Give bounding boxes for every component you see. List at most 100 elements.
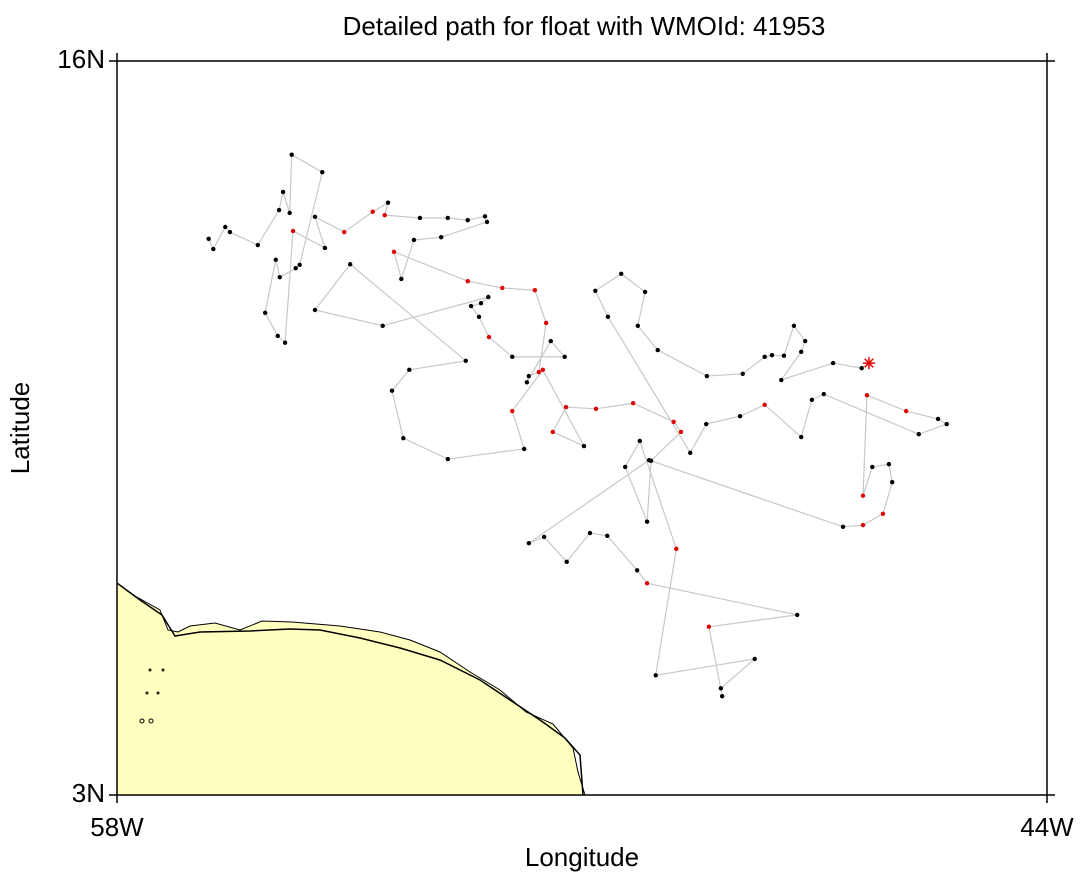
float-position [297,262,302,268]
float-position [864,393,870,398]
float-position [779,377,784,383]
float-position [740,371,745,376]
float-position [548,338,553,344]
float-position [903,408,909,414]
plot-frame [116,60,1048,796]
float-position [293,266,298,271]
float-position [704,373,710,379]
float-position [486,334,492,340]
coastline [116,582,584,796]
float-position [290,228,296,234]
float-position [522,446,527,452]
float-position [536,369,542,375]
float-position [347,262,353,267]
float-position [255,242,261,248]
float-position [486,294,491,300]
float-position [916,432,921,437]
float-position [206,236,211,242]
float-position [622,464,628,470]
float-position [411,237,417,243]
float-position [370,209,375,214]
float-position [564,559,569,565]
float-position [593,406,599,412]
float-position [587,530,593,536]
float-position [227,229,233,235]
float-position [809,397,815,402]
x-tick-label: 58W [90,812,144,842]
float-position [526,373,532,379]
float-position [463,358,468,364]
float-position [803,338,808,344]
float-position [476,314,482,319]
float-position [312,214,318,220]
float-position [935,416,941,422]
float-position [644,519,650,524]
island [156,691,160,695]
float-position [478,301,484,306]
float-position [860,493,866,498]
float-position [886,461,892,467]
float-position [769,352,775,358]
float-position [795,612,800,618]
float-position [635,323,640,329]
float-position [407,367,412,373]
y-axis-label: Latitude [5,382,35,475]
float-position [859,365,864,371]
float-position [762,354,767,360]
island [148,718,154,724]
float-position [320,170,325,175]
float-position [646,457,652,463]
float-position [781,353,787,358]
float-position [706,624,712,629]
float-position [678,429,684,435]
float-position [644,581,650,586]
float-position [630,400,636,406]
float-position [543,320,549,326]
float-position [510,354,515,360]
float-position [944,421,949,427]
float-position [273,257,278,262]
float-position [385,200,391,205]
island [145,691,149,695]
float-position [465,279,470,284]
float-position [482,214,488,219]
float-position [445,215,451,221]
float-position [642,289,648,295]
float-position [276,207,282,213]
float-position [540,367,546,373]
float-position [799,434,804,440]
island [161,668,165,672]
land-area [116,582,586,796]
islands [139,668,165,724]
float-position [737,413,743,419]
float-position [704,421,709,427]
float-position [634,568,640,573]
float-position [287,210,292,216]
float-position [840,524,846,530]
float-position [653,673,658,678]
float-position [322,245,328,251]
island [139,718,145,724]
float-position [500,285,505,291]
land [116,582,586,796]
float-position [550,429,555,435]
float-position [280,189,286,195]
float-position [791,323,797,329]
float-position [593,288,598,293]
float-position [275,333,280,339]
float-position [382,212,387,218]
float-position [211,246,216,252]
float-position [289,152,294,157]
float-position [445,456,451,462]
float-position [618,271,624,277]
float-position [468,303,474,309]
y-tick-label: 3N [72,778,105,808]
float-position [870,464,875,470]
float-position [860,522,866,528]
float-position [674,546,679,552]
y-tick-label: 16N [57,44,105,74]
float-position [389,388,395,393]
float-position [541,534,547,540]
float-position [438,234,444,240]
float-position [399,276,404,282]
